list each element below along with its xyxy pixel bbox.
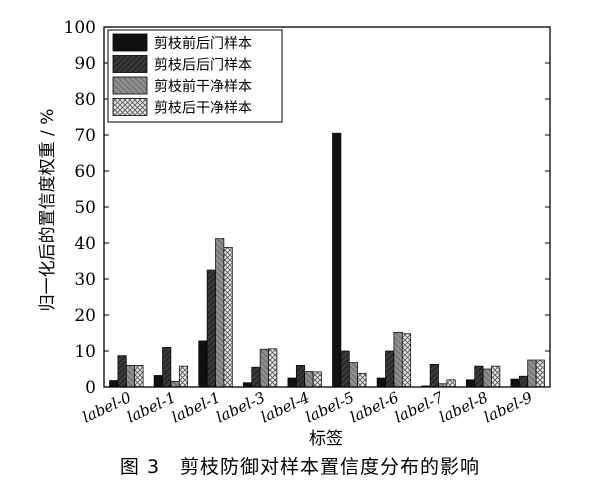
plot-frame	[103, 26, 551, 388]
y-tick-label: 0	[85, 378, 96, 398]
y-axis-label: 归一化后的置信度权重 / %	[38, 109, 58, 312]
x-tick-label: label-3	[213, 388, 267, 426]
y-tick-label: 100	[64, 18, 96, 38]
x-tick-label: label-8	[436, 388, 490, 426]
bar-3	[304, 371, 314, 388]
bar-2	[429, 363, 439, 388]
bar-2	[518, 375, 529, 388]
x-tick-label: label-7	[392, 388, 447, 426]
bar-3	[259, 348, 269, 388]
bar-4	[491, 365, 501, 388]
x-tick-label: label-9	[481, 388, 536, 426]
bar-1	[332, 132, 342, 388]
y-tick-label: 10	[74, 342, 96, 362]
bar-3	[348, 362, 359, 388]
bar-1	[109, 380, 119, 388]
bar-4	[357, 372, 367, 388]
bar-3	[125, 365, 136, 388]
bar-chart: 0 10 20 30 40 50 60 70 80 90 100 label-0label-1lab…	[38, 18, 551, 449]
legend-label: 剪枝后干净样本	[154, 101, 252, 117]
bar-2	[295, 365, 306, 388]
bar-2	[474, 365, 484, 388]
bar-4	[223, 246, 233, 388]
bar-3	[527, 359, 537, 388]
bar-1	[376, 377, 386, 388]
x-tick-label: label-4	[258, 388, 312, 426]
bar-2	[385, 350, 395, 388]
y-axis-ticks: 0 10 20 30 40 50 60 70 80 90 100	[64, 18, 550, 398]
bar-2	[340, 350, 350, 388]
bar-2	[117, 355, 127, 388]
y-tick-label: 90	[74, 54, 96, 74]
bar-4	[178, 365, 189, 388]
bar-3	[215, 238, 225, 388]
legend-swatch	[112, 33, 148, 52]
y-tick-label: 80	[74, 90, 96, 110]
bar-4	[134, 365, 144, 388]
bar-4	[268, 348, 278, 388]
bar-3	[170, 380, 180, 388]
x-tick-label: label-6	[347, 388, 402, 426]
bar-3	[393, 331, 403, 388]
y-tick-label: 30	[74, 270, 96, 290]
bar-2	[162, 347, 172, 388]
bar-1	[465, 379, 476, 388]
bar-4	[312, 371, 322, 388]
y-tick-label: 40	[74, 234, 96, 254]
x-tick-label: label-5	[303, 388, 357, 426]
y-tick-label: 20	[74, 306, 96, 326]
legend-swatch	[112, 98, 148, 116]
legend-label: 剪枝前后门样本	[154, 35, 252, 52]
legend-label: 剪枝前干净样本	[154, 78, 252, 95]
bar-4	[535, 359, 545, 388]
bar-2	[206, 269, 216, 388]
x-axis-label: 标签	[309, 429, 343, 449]
bar-1	[198, 340, 208, 388]
bar-2	[251, 366, 261, 388]
legend-swatch	[112, 76, 148, 95]
legend-label: 剪枝后后门样本	[154, 58, 252, 74]
legend-swatch	[112, 55, 148, 73]
x-tick-label: label-1	[169, 388, 223, 426]
bar-3	[482, 368, 492, 388]
x-tick-label: label-1	[124, 388, 178, 426]
bar-1	[510, 378, 520, 388]
bar-1	[287, 377, 297, 388]
bar-4	[446, 379, 456, 388]
figure-caption: 图 3 剪枝防御对样本置信度分布的影响	[119, 456, 481, 478]
bar-4	[401, 333, 412, 388]
y-tick-label: 70	[74, 126, 96, 146]
x-axis-ticks: label-0label-1label-1label-3label-4label…	[80, 382, 536, 426]
y-tick-label: 60	[74, 162, 96, 182]
y-tick-label: 50	[74, 198, 96, 218]
bar-1	[153, 375, 163, 388]
